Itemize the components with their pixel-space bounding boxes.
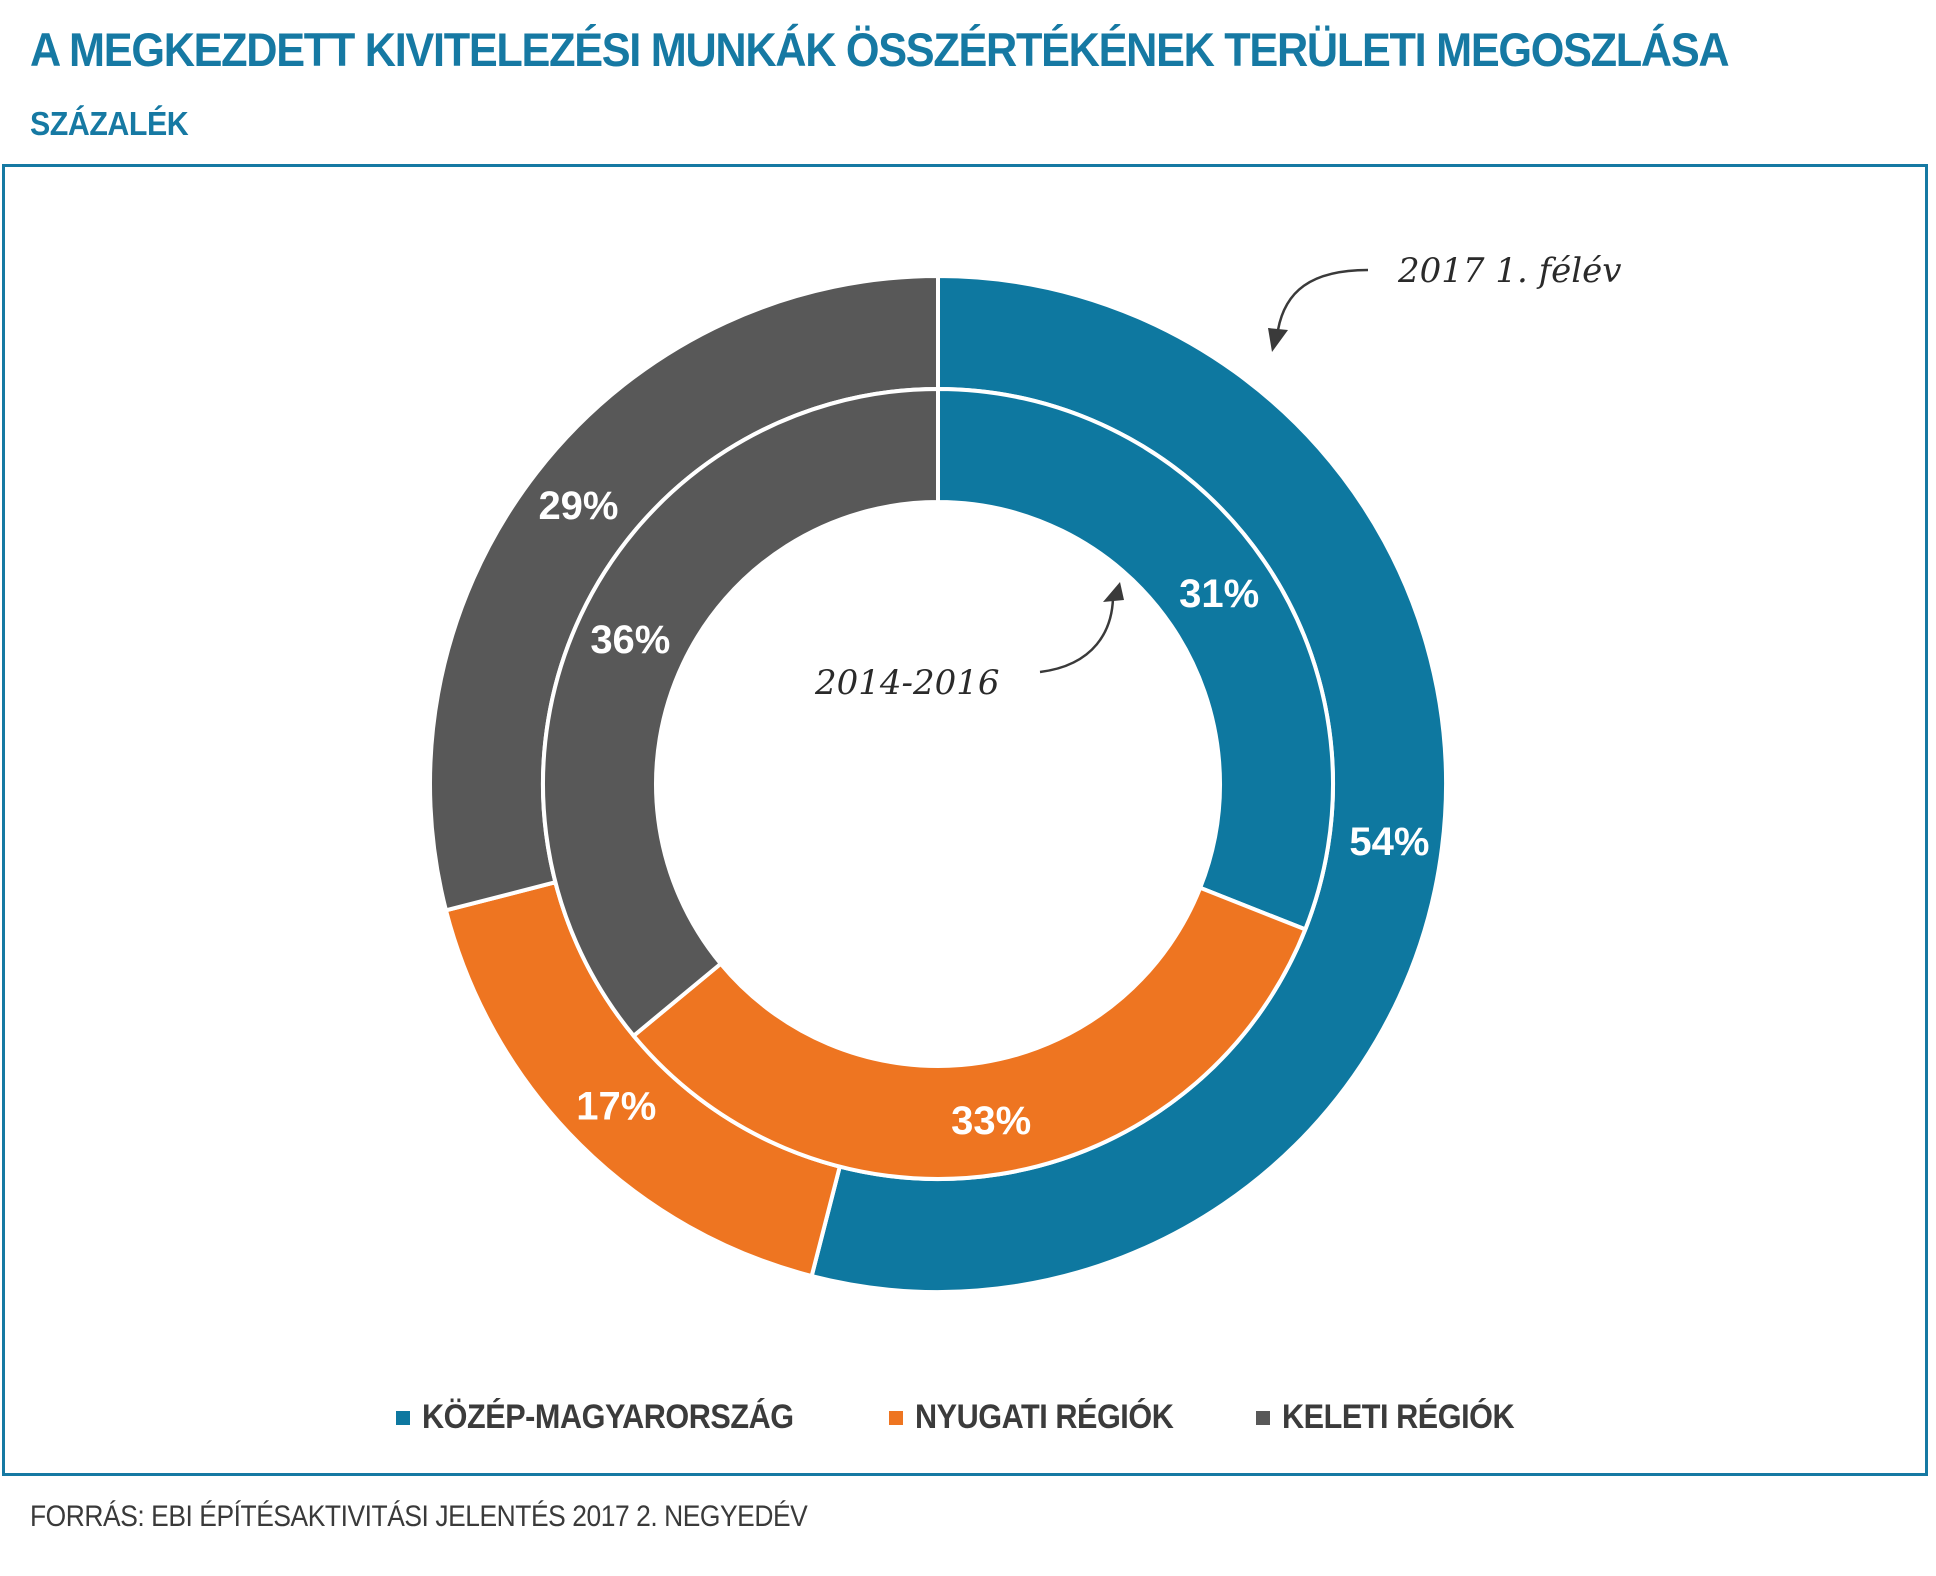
legend-label-keleti: KELETI RÉGIÓK [1281, 1398, 1515, 1436]
chart-frame [2, 164, 1928, 1476]
legend-swatch-nyugati [888, 1410, 903, 1425]
data-label-ring-2014-2016-keleti: 36% [590, 618, 670, 662]
slice-ring-2014-2016-nyugati [630, 885, 1308, 1181]
data-label-ring-2014-2016-kozep: 31% [1179, 572, 1259, 616]
slice-ring-2014-2016-kozep [936, 386, 1335, 933]
chart-subtitle: SZÁZALÉK [30, 105, 189, 142]
legend-swatch-kozep [396, 1410, 411, 1425]
source-note: FORRÁS: EBI ÉPÍTÉSAKTIVITÁSI JELENTÉS 20… [30, 1500, 808, 1533]
chart-title: A MEGKEZDETT KIVITELEZÉSI MUNKÁK ÖSSZÉRT… [30, 23, 1730, 76]
legend-label-kozep: KÖZÉP-MAGYARORSZÁG [422, 1398, 794, 1436]
legend-swatch-keleti [1255, 1410, 1270, 1425]
annotation-arrow-2014-2016 [1039, 582, 1124, 674]
legend-item-keleti: KELETI RÉGIÓK [1255, 1398, 1540, 1437]
annotation-2017: 2017 1. félév [1397, 251, 1622, 291]
data-label-ring-2017-nyugati: 17% [576, 1085, 656, 1129]
legend-item-kozep: KÖZÉP-MAGYARORSZÁG [396, 1398, 835, 1437]
data-label-ring-2017-keleti: 29% [538, 484, 618, 528]
legend-item-nyugati: NYUGATI RÉGIÓK [888, 1398, 1202, 1437]
legend-label-nyugati: NYUGATI RÉGIÓK [914, 1398, 1174, 1436]
legend: KÖZÉP-MAGYARORSZÁG NYUGATI RÉGIÓK KELETI… [0, 1398, 1936, 1437]
annotation-2014-2016: 2014-2016 [814, 663, 1000, 703]
data-label-ring-2014-2016-nyugati: 33% [951, 1099, 1031, 1143]
slice-ring-2014-2016-keleti [541, 386, 940, 1039]
annotation-arrow-2017 [1268, 268, 1369, 352]
data-label-ring-2017-kozep: 54% [1349, 820, 1429, 864]
